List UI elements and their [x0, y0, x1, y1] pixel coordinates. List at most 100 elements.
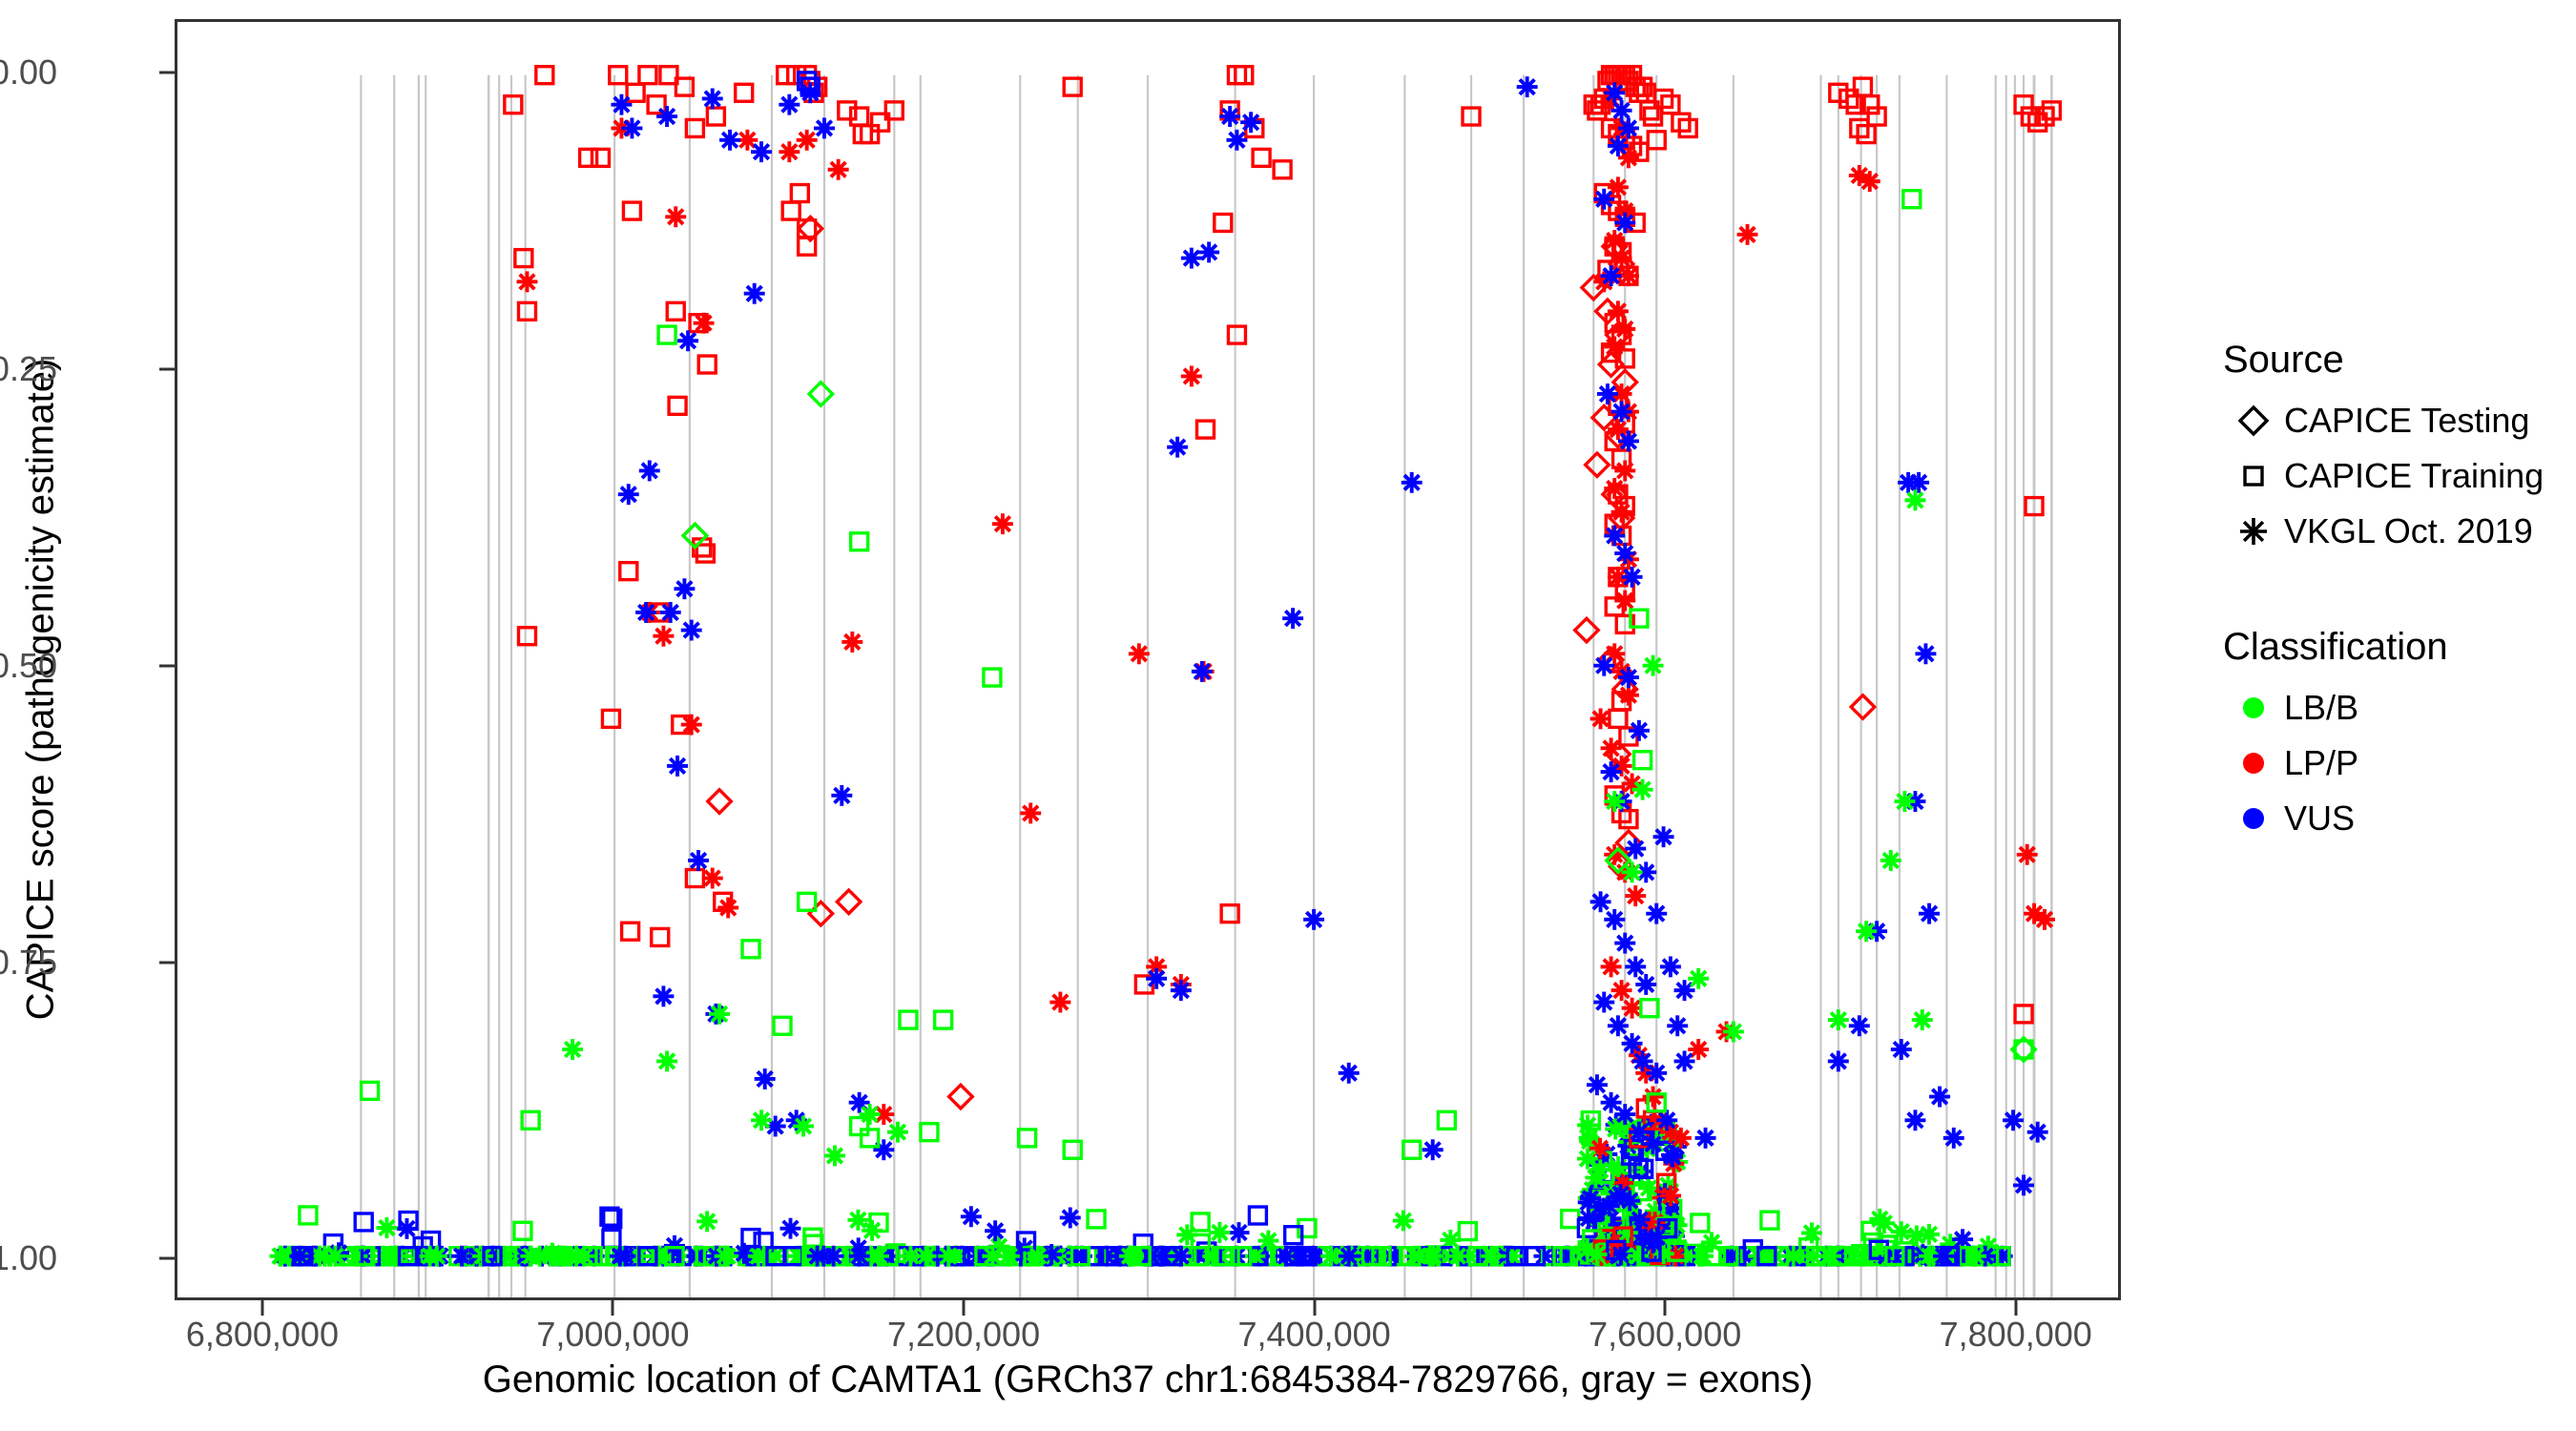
legend-classification-rows: LB/B LP/P VUS: [2223, 680, 2566, 846]
data-point: [1226, 129, 1248, 151]
data-point: [1604, 421, 1632, 449]
data-point: [599, 1206, 620, 1227]
data-point: [396, 1217, 418, 1239]
x-tick-label: 7,400,000: [1237, 1315, 1391, 1354]
data-point: [1631, 1050, 1653, 1072]
data-point: [2003, 1110, 2025, 1131]
legend-source-item[interactable]: CAPICE Training: [2223, 448, 2566, 504]
exon-band: [1876, 74, 1879, 1297]
data-point: [646, 93, 667, 115]
data-point: [982, 1245, 1004, 1267]
data-point: [814, 117, 835, 139]
data-point: [1629, 608, 1650, 629]
data-point: [1919, 1223, 1940, 1245]
data-point: [1942, 1127, 1964, 1149]
data-point: [1736, 223, 1758, 245]
data-point: [1401, 471, 1423, 493]
data-point: [847, 1209, 869, 1231]
exon-band: [688, 74, 691, 1297]
y-tick-label: 0.00: [0, 52, 57, 92]
legend-item-label: CAPICE Testing: [2284, 401, 2530, 440]
data-point: [900, 1245, 922, 1267]
data-point: [1638, 1177, 1659, 1199]
data-point: [1933, 1245, 1955, 1267]
data-point: [680, 714, 702, 736]
exon-band: [1624, 74, 1627, 1297]
data-point: [1481, 1245, 1503, 1267]
data-point: [1608, 708, 1629, 730]
data-point: [529, 1245, 551, 1267]
data-point: [1610, 99, 1632, 121]
data-point: [946, 1082, 975, 1111]
data-point: [1890, 1221, 1912, 1243]
data-point: [376, 1217, 398, 1238]
x-tick-mark: [962, 1300, 966, 1316]
data-point: [775, 65, 797, 86]
data-point: [667, 755, 689, 777]
data-point: [1436, 1110, 1458, 1130]
data-point: [656, 106, 678, 127]
data-point: [674, 76, 696, 97]
data-point: [848, 1245, 870, 1267]
data-point: [1880, 850, 1901, 871]
data-point: [677, 330, 699, 352]
data-point: [1606, 1239, 1627, 1261]
data-point: [693, 312, 715, 334]
data-point: [324, 1245, 346, 1267]
data-point: [1027, 1245, 1049, 1267]
data-point: [656, 1050, 678, 1072]
data-point: [512, 1220, 533, 1241]
data-point: [1586, 1243, 1608, 1265]
data-point: [1167, 436, 1189, 458]
data-point: [1297, 1245, 1319, 1267]
data-point: [754, 1068, 776, 1089]
y-tick-mark: [159, 1256, 175, 1260]
exon-band: [893, 74, 896, 1297]
data-point: [516, 301, 538, 321]
legend-source-item[interactable]: CAPICE Testing: [2223, 393, 2566, 448]
data-point: [656, 324, 677, 345]
data-point: [1604, 336, 1626, 358]
data-point: [602, 1208, 623, 1230]
data-point: [1191, 660, 1213, 682]
data-point: [1848, 693, 1878, 721]
data-point: [1604, 596, 1625, 617]
x-tick-mark: [611, 1300, 614, 1316]
data-point: [2013, 1174, 2035, 1196]
data-point: [637, 1245, 658, 1267]
data-point: [688, 850, 710, 871]
legend-classification-item[interactable]: LP/P: [2223, 736, 2566, 791]
exon-band: [487, 74, 490, 1297]
data-point: [1086, 1209, 1107, 1230]
data-point: [1583, 93, 1604, 115]
data-point: [1610, 755, 1632, 777]
data-point: [1338, 1245, 1360, 1267]
data-point: [1212, 1245, 1234, 1267]
y-tick-label: 0.75: [0, 942, 57, 982]
data-point: [600, 708, 622, 730]
series-LB-B-VKGL-Oct--2019: [562, 489, 1933, 1167]
data-point: [1656, 1110, 1678, 1131]
data-point: [516, 626, 538, 647]
data-point: [1827, 1009, 1849, 1031]
legend-classification-item[interactable]: VUS: [2223, 791, 2566, 846]
data-point: [859, 1128, 881, 1149]
data-point: [516, 271, 538, 293]
data-point: [667, 395, 688, 417]
data-point: [1901, 189, 1922, 210]
data-point: [638, 460, 660, 482]
exon-band: [1945, 74, 1948, 1297]
legend-classification-item[interactable]: LB/B: [2223, 680, 2566, 736]
data-point: [886, 1121, 908, 1143]
legend-source-item[interactable]: VKGL Oct. 2019: [2223, 504, 2566, 559]
series-LB-B-CAPICE-Testing: [680, 380, 2038, 1064]
data-point: [1583, 450, 1611, 479]
data-point: [1589, 404, 1618, 432]
data-point: [1628, 719, 1650, 741]
data-point: [1303, 908, 1325, 930]
data-point: [1670, 1127, 1692, 1149]
data-point: [1213, 212, 1234, 234]
data-point: [1607, 250, 1636, 279]
data-point: [1525, 1245, 1547, 1267]
data-point: [1688, 967, 1710, 989]
